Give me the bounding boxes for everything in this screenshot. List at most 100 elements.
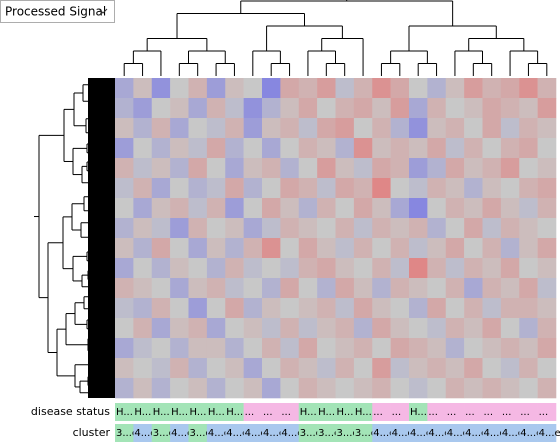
dropdown-label[interactable]: Processed Signal xyxy=(5,5,106,19)
annotation-cell xyxy=(170,424,189,442)
dendrograms xyxy=(34,0,548,398)
heatmap-cell xyxy=(500,178,520,199)
heatmap-cell xyxy=(500,358,520,379)
heatmap-cell xyxy=(390,138,410,159)
heatmap-cell xyxy=(519,78,538,99)
annotation-cell xyxy=(500,424,520,442)
heatmap-cell xyxy=(206,98,226,119)
heatmap-cell xyxy=(390,278,410,299)
heatmap-cell xyxy=(298,318,318,339)
annotation-cell xyxy=(335,424,355,442)
annotation-label: disease status xyxy=(31,405,110,418)
heatmap-cell xyxy=(353,358,373,379)
heatmap-cell xyxy=(280,98,300,119)
heatmap-cell xyxy=(427,358,447,379)
heatmap-cell xyxy=(206,238,226,259)
heatmap-cell xyxy=(262,198,281,219)
heatmap-cell xyxy=(280,158,300,179)
heatmap-cell xyxy=(206,278,226,299)
heatmap-cell xyxy=(298,138,318,159)
heatmap-cell xyxy=(500,258,520,279)
annotation-cell xyxy=(262,403,281,421)
heatmap-cell xyxy=(335,278,355,299)
heatmap-cell xyxy=(280,118,300,139)
heatmap-cell xyxy=(353,138,373,159)
heatmap-cell xyxy=(262,178,281,199)
heatmap-cell xyxy=(298,358,318,379)
heatmap-cell xyxy=(390,158,410,179)
heatmap-cell xyxy=(482,178,502,199)
heatmap-cell xyxy=(372,118,391,139)
heatmap-cell xyxy=(519,298,538,319)
heatmap-cell xyxy=(206,78,226,99)
heatmap-cell xyxy=(115,298,134,319)
heatmap-cell xyxy=(482,238,502,259)
heatmap-cell xyxy=(409,238,428,259)
heatmap-cell xyxy=(188,318,208,339)
heatmap-cell xyxy=(464,98,483,119)
annotation-cell-label: ... xyxy=(428,407,438,418)
heatmap-cell xyxy=(115,378,134,399)
heatmap-cell xyxy=(445,198,465,219)
heatmap-cell xyxy=(188,378,208,399)
heatmap-cell xyxy=(409,358,428,379)
heatmap-cell xyxy=(262,298,281,319)
heatmap-cell xyxy=(317,78,336,99)
heatmap-cell xyxy=(317,258,336,279)
heatmap-cell xyxy=(482,318,502,339)
annotation-cell-label: 4...e xyxy=(134,428,156,439)
heatmap-cell xyxy=(170,78,189,99)
heatmap-cell xyxy=(390,218,410,239)
heatmap-cell xyxy=(206,138,226,159)
heatmap-cell xyxy=(170,358,189,379)
heatmap-cell xyxy=(482,358,502,379)
heatmap-cell xyxy=(298,378,318,399)
heatmap-cell xyxy=(427,78,447,99)
heatmap-cell xyxy=(445,278,465,299)
heatmap-cell xyxy=(482,198,502,219)
heatmap-cell xyxy=(170,318,189,339)
heatmap-cell xyxy=(464,278,483,299)
heatmap-cell xyxy=(445,378,465,399)
heatmap-cell xyxy=(335,198,355,219)
heatmap-cell xyxy=(280,378,300,399)
heatmap-cell xyxy=(317,338,336,359)
heatmap-cell xyxy=(353,198,373,219)
heatmap-cell xyxy=(280,278,300,299)
heatmap-cell xyxy=(133,358,153,379)
heatmap-cell xyxy=(317,198,336,219)
annotation-cell xyxy=(353,403,373,421)
heatmap-cell xyxy=(243,258,263,279)
dropdown-box[interactable] xyxy=(0,0,115,23)
heatmap-cell xyxy=(482,98,502,119)
heatmap-cell xyxy=(353,258,373,279)
heatmap-cell xyxy=(206,118,226,139)
heatmap-cell xyxy=(280,218,300,239)
heatmap-cell xyxy=(335,78,355,99)
heatmap-cell xyxy=(537,178,557,199)
heatmap-cell xyxy=(115,198,134,219)
annotation-cell xyxy=(519,424,538,442)
heatmap-cell xyxy=(243,218,263,239)
heatmap-cell xyxy=(335,358,355,379)
heatmap-cell xyxy=(243,198,263,219)
heatmap-cell xyxy=(188,338,208,359)
annotation-cell xyxy=(225,403,244,421)
annotation-cell xyxy=(482,424,502,442)
heatmap-cell xyxy=(170,378,189,399)
heatmap-cell xyxy=(151,238,171,259)
heatmap-cell xyxy=(335,178,355,199)
heatmap-cell xyxy=(372,158,391,179)
heatmap-cell xyxy=(188,238,208,259)
dropdown[interactable]: Processed Signal xyxy=(0,0,115,23)
heatmap-cell xyxy=(151,98,171,119)
heatmap-cell xyxy=(206,158,226,179)
heatmap-cell xyxy=(133,318,153,339)
heatmap-cell xyxy=(427,178,447,199)
heatmap-cell xyxy=(243,278,263,299)
heatmap-cell xyxy=(372,178,391,199)
heatmap-cell xyxy=(280,78,300,99)
dropdown-chevron[interactable] xyxy=(98,8,108,14)
heatmap-cell xyxy=(372,298,391,319)
heatmap-cell xyxy=(372,138,391,159)
